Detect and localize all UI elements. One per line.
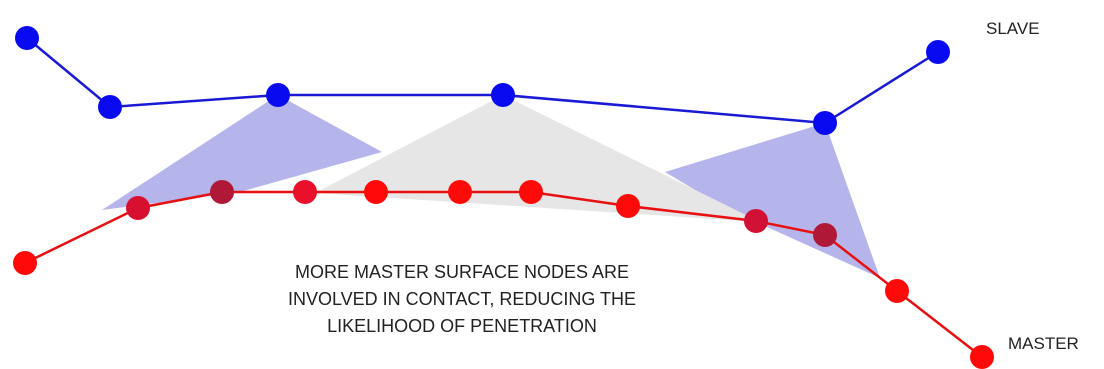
contact-region-middle bbox=[315, 95, 760, 222]
slave-node bbox=[491, 83, 515, 107]
master-label: MASTER bbox=[1008, 334, 1079, 353]
slave-node bbox=[926, 40, 950, 64]
contact-region-left bbox=[102, 95, 382, 210]
caption-line-3: LIKELIHOOD OF PENETRATION bbox=[327, 316, 597, 336]
slave-label: SLAVE bbox=[986, 19, 1040, 38]
slave-nodes bbox=[15, 26, 950, 135]
slave-node bbox=[266, 83, 290, 107]
caption-line-2: INVOLVED IN CONTACT, REDUCING THE bbox=[288, 289, 636, 309]
slave-node bbox=[813, 111, 837, 135]
master-node-in-contact bbox=[744, 209, 768, 233]
master-node-in-contact bbox=[364, 180, 388, 204]
slave-node bbox=[15, 26, 39, 50]
master-node-in-contact bbox=[519, 180, 543, 204]
master-node-in-contact bbox=[448, 180, 472, 204]
master-node-in-contact bbox=[126, 196, 150, 220]
slave-node bbox=[98, 95, 122, 119]
master-node-in-contact bbox=[210, 180, 234, 204]
master-node-in-contact bbox=[813, 223, 837, 247]
master-node bbox=[970, 345, 994, 369]
master-node bbox=[13, 251, 37, 275]
master-surface-line bbox=[24, 190, 983, 358]
master-node-in-contact bbox=[616, 194, 640, 218]
master-node-in-contact bbox=[293, 180, 317, 204]
master-nodes bbox=[13, 180, 994, 369]
caption-line-1: MORE MASTER SURFACE NODES ARE bbox=[295, 262, 629, 282]
master-node bbox=[885, 279, 909, 303]
slave-surface-line bbox=[26, 37, 939, 125]
